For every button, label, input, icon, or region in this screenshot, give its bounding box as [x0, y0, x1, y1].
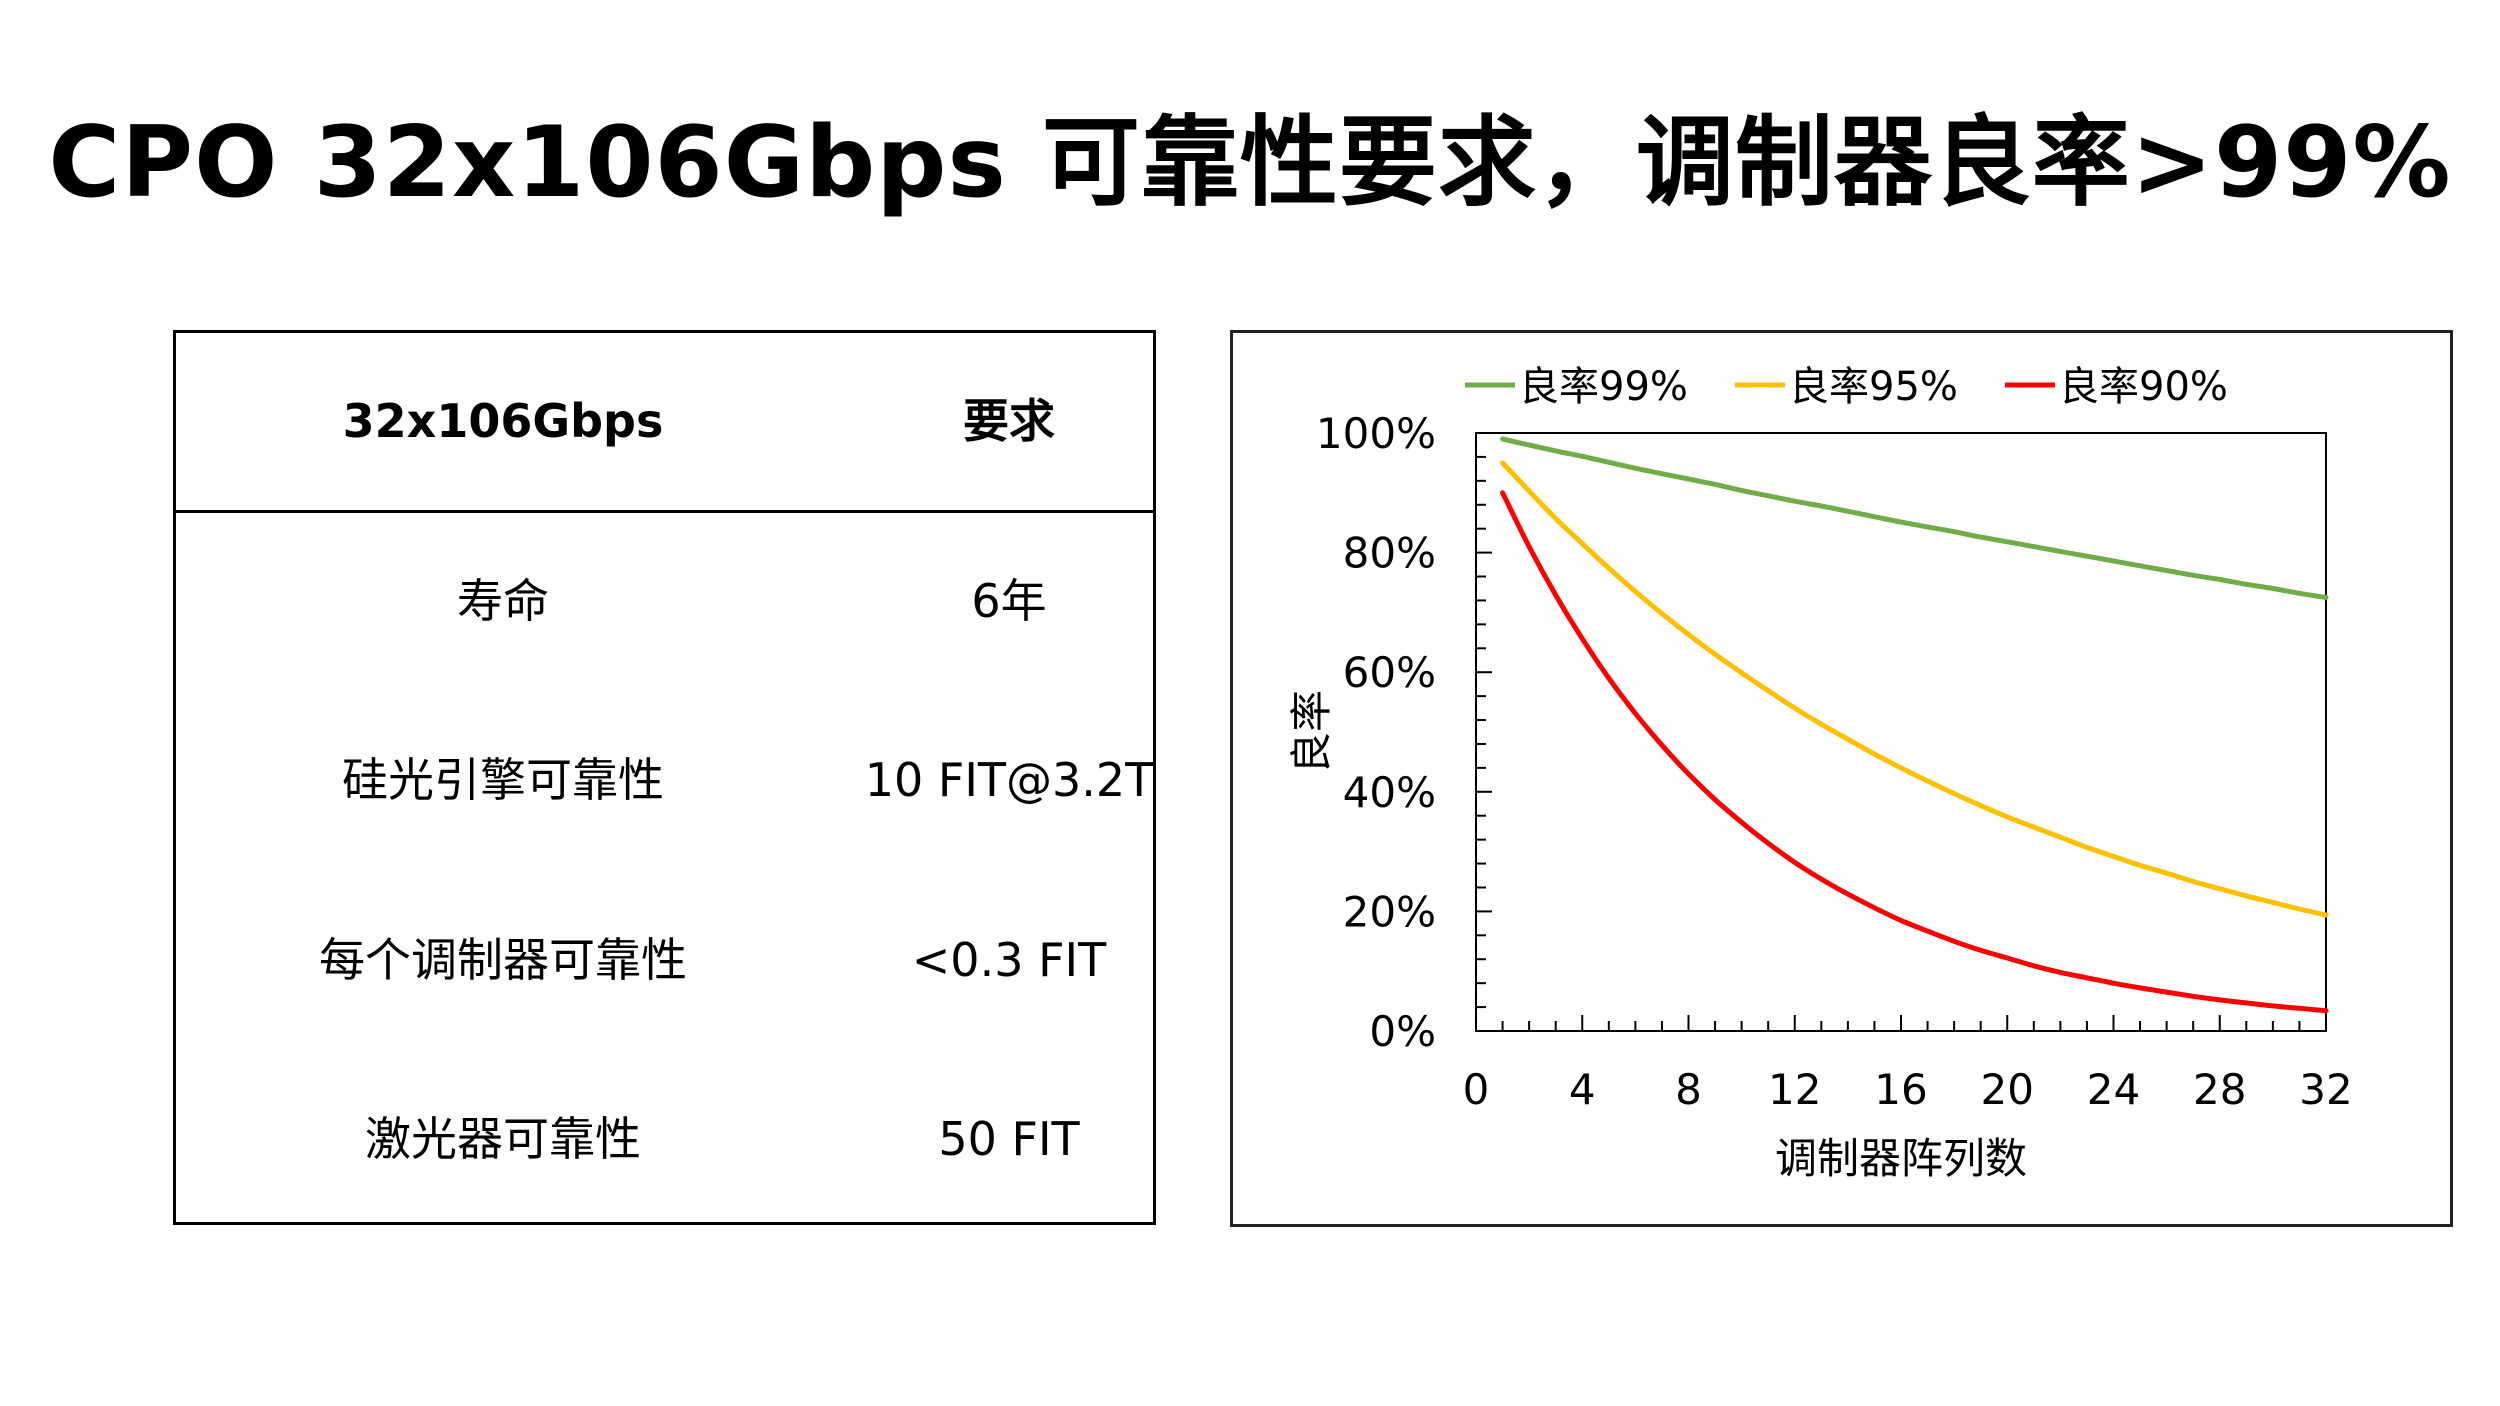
x-tick-label: 8 [1675, 1065, 1702, 1114]
table-header-spec: 32x106Gbps [342, 394, 664, 448]
x-tick-label: 16 [1874, 1065, 1927, 1114]
table-cell-value: 50 FIT [938, 1112, 1080, 1166]
table-cell-value: <0.3 FIT [911, 933, 1107, 987]
y-tick-label: 20% [1343, 887, 1436, 936]
y-tick-label: 60% [1343, 648, 1436, 697]
x-tick-label: 4 [1569, 1065, 1596, 1114]
slide-title: CPO 32x106Gbps 可靠性要求，调制器良率>99% [48, 106, 2452, 220]
table-cell-item: 每个调制器可靠性 [319, 933, 687, 987]
table-cell-value: 10 FIT@3.2T [864, 753, 1154, 807]
y-tick-label: 100% [1316, 409, 1436, 458]
table-header-requirement: 要求 [963, 394, 1055, 448]
legend-label: 良率99% [1519, 364, 1688, 410]
yield-chart: 0 4 8 12 16 20 24 28 32 0% 20% 40% 60% 80% 100% 调制器阵列数 良… [1287, 364, 2353, 1183]
series-line-3 [1500, 490, 2329, 1014]
table-cell-item: 硅光引擎可靠性 [342, 753, 664, 807]
x-tick-label: 12 [1768, 1065, 1821, 1114]
table-cell-item: 激光器可靠性 [365, 1112, 641, 1166]
x-tick-label: 0 [1463, 1065, 1490, 1114]
series-line-1 [1500, 436, 2329, 600]
y-tick-label: 0% [1369, 1007, 1436, 1056]
x-tick-label: 24 [2087, 1065, 2140, 1114]
table-cell-value: 6年 [971, 574, 1047, 628]
x-tick-label: 32 [2299, 1065, 2352, 1114]
x-tick-label: 20 [1981, 1065, 2034, 1114]
legend-label: 良率95% [1789, 364, 1958, 410]
yield-chart-frame: 0 4 8 12 16 20 24 28 32 0% 20% 40% 60% 80% 100% 调制器阵列数 良… [1230, 330, 2453, 1227]
x-axis-label: 调制器阵列数 [1775, 1134, 2027, 1183]
y-tick-label: 80% [1343, 529, 1436, 578]
table-cell-item: 寿命 [457, 574, 549, 628]
series-line-2 [1500, 460, 2329, 918]
y-axis-label: 良率 [1287, 690, 1336, 774]
requirements-table: 32x106Gbps 要求 寿命 6年 硅光引擎可靠性 10 FIT@3.2T … [173, 330, 1156, 1225]
legend-label: 良率90% [2059, 364, 2228, 410]
y-tick-label: 40% [1343, 768, 1436, 817]
table-header-row: 32x106Gbps 要求 [176, 333, 1153, 513]
x-tick-label: 28 [2193, 1065, 2246, 1114]
